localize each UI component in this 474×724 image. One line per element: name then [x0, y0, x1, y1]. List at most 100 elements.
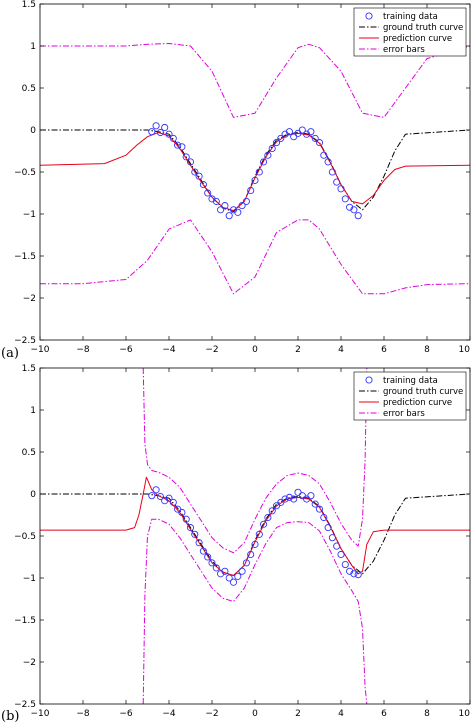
data-point [333, 178, 341, 186]
error-bar-line [40, 43, 470, 118]
x-tick-label: −4 [162, 345, 176, 355]
data-point [320, 513, 328, 522]
data-point [195, 539, 203, 547]
error-bar-line [40, 219, 470, 295]
data-point [307, 492, 315, 500]
data-point [324, 524, 332, 532]
data-point [294, 129, 302, 137]
data-point [285, 493, 293, 501]
ground-truth-line [40, 493, 470, 576]
x-tick-label: 2 [295, 345, 301, 355]
x-tick-label: −6 [119, 709, 133, 719]
legend-box [353, 371, 467, 421]
y-tick-label: −1.5 [14, 252, 36, 262]
x-tick-label: −10 [31, 345, 50, 355]
data-point [354, 212, 362, 220]
data-point [311, 134, 319, 142]
data-point [247, 550, 255, 559]
data-point [350, 570, 358, 578]
error-bar-line [142, 518, 368, 704]
data-point [178, 143, 186, 151]
data-point [174, 505, 182, 513]
data-point [212, 197, 220, 205]
data-point [251, 540, 259, 548]
data-point [238, 567, 246, 575]
data-point [315, 505, 324, 513]
data-point [161, 123, 169, 132]
data-point [204, 189, 212, 197]
legend-label: prediction curve [383, 398, 452, 408]
data-point [247, 186, 255, 195]
y-tick-label: 0.5 [22, 84, 36, 94]
data-point [199, 547, 207, 555]
data-point [186, 158, 195, 166]
x-tick-label: 4 [338, 345, 344, 355]
y-tick-label: −2.5 [14, 700, 36, 710]
x-tick-label: −8 [76, 345, 90, 355]
panel-a: (a) −10 −8 −6 −4 −2 0 2 4 6 8 10 −2.5 −2 −1.5 −1 −0.5 0 0… [1, 0, 471, 361]
data-point [272, 139, 281, 147]
data-point [328, 534, 336, 542]
data-point [294, 488, 302, 496]
data-point [225, 212, 233, 220]
data-point [290, 133, 298, 141]
x-tick-label: −8 [76, 709, 90, 719]
x-tick-label: −2 [205, 345, 218, 355]
data-point [251, 176, 259, 184]
data-point [264, 513, 272, 522]
legend-label: ground truth curve [383, 23, 463, 33]
data-point [333, 542, 341, 550]
y-tick-label: −2.5 [14, 336, 36, 346]
data-point [204, 553, 212, 561]
data-point [328, 168, 336, 176]
x-tick-label: −10 [31, 709, 50, 719]
data-point [174, 141, 182, 149]
y-tick-label: 1.5 [22, 0, 36, 10]
data-point [255, 530, 263, 538]
data-point [260, 158, 268, 166]
data-point [178, 508, 186, 517]
data-point [152, 486, 160, 494]
x-tick-label: 10 [459, 345, 471, 355]
data-point [234, 208, 242, 216]
legend-label: error bars [383, 409, 425, 419]
x-tick-label: 8 [424, 709, 430, 719]
y-tick-label: −0.5 [14, 168, 36, 178]
y-tick-label: −1 [23, 574, 36, 584]
x-tick-label: −4 [162, 709, 176, 719]
x-tick-label: 0 [252, 345, 258, 355]
data-point [225, 574, 233, 582]
data-point [208, 559, 216, 567]
data-point [277, 498, 285, 506]
ground-truth-line [40, 129, 470, 212]
data-point [272, 502, 281, 510]
x-tick-label: −6 [119, 345, 133, 355]
data-point [264, 151, 272, 159]
plot-area [40, 368, 470, 704]
y-tick-label: −1 [23, 210, 36, 220]
panel-label: (b) [1, 709, 19, 724]
data-point [221, 567, 229, 575]
data-point [191, 530, 199, 538]
x-tick-label: 2 [295, 709, 301, 719]
y-tick-label: −1.5 [14, 616, 36, 626]
data-point [281, 495, 289, 503]
data-point [152, 122, 160, 130]
data-point [315, 139, 324, 147]
prediction-line [40, 476, 470, 576]
data-point [156, 492, 164, 501]
data-point [298, 492, 306, 500]
data-point [290, 495, 298, 503]
y-tick-label: 1.5 [22, 364, 36, 374]
data-point [255, 168, 263, 176]
legend-box [353, 7, 467, 57]
data-point [337, 185, 345, 193]
data-point [169, 134, 177, 142]
data-point [221, 202, 229, 210]
y-tick-label: −2 [23, 294, 36, 304]
y-tick-label: 1 [30, 42, 36, 52]
data-point [148, 128, 156, 136]
y-tick-label: 1 [30, 406, 36, 416]
